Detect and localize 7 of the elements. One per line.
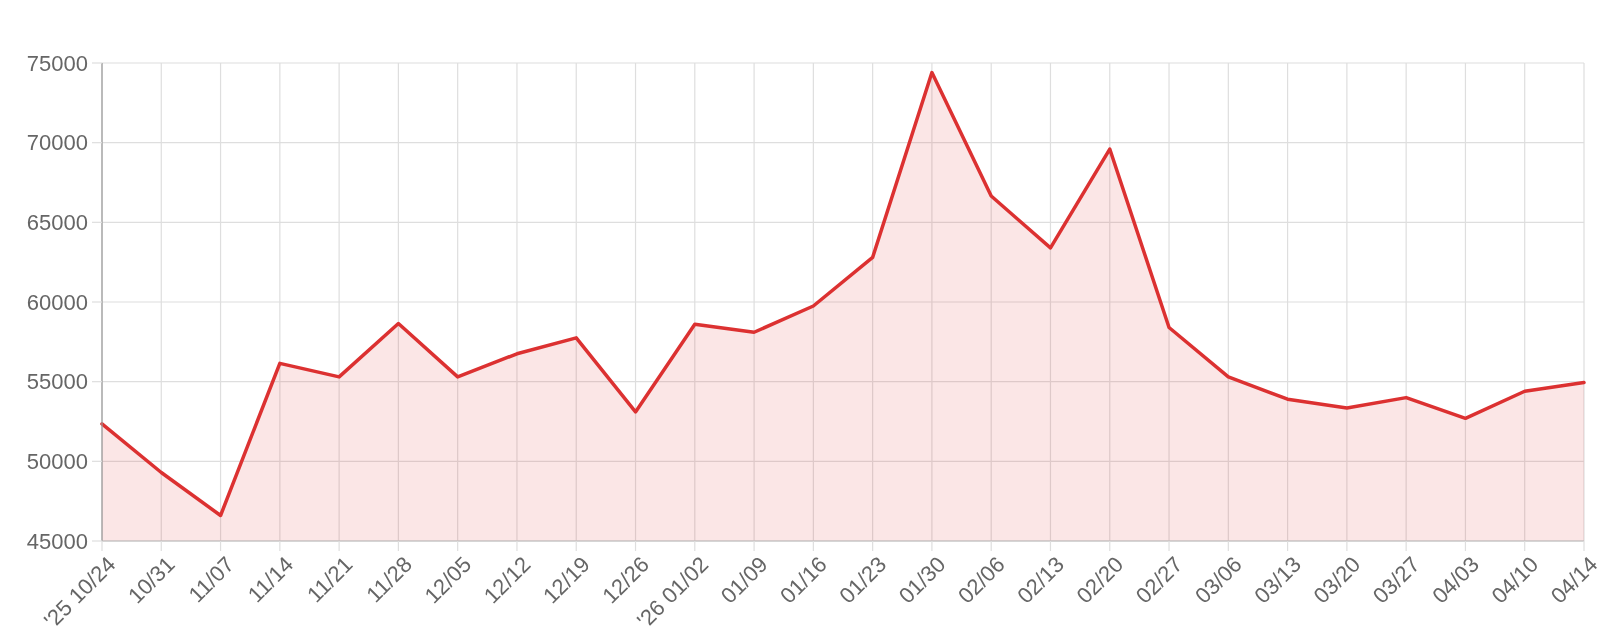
y-tick-label: 65000 — [26, 210, 88, 236]
y-tick-label: 75000 — [26, 50, 88, 76]
y-tick-label: 55000 — [26, 369, 88, 395]
y-tick-label: 60000 — [26, 289, 88, 315]
y-tick-label: 50000 — [26, 449, 88, 475]
y-tick-label: 70000 — [26, 130, 88, 156]
y-tick-label: 45000 — [26, 528, 88, 554]
